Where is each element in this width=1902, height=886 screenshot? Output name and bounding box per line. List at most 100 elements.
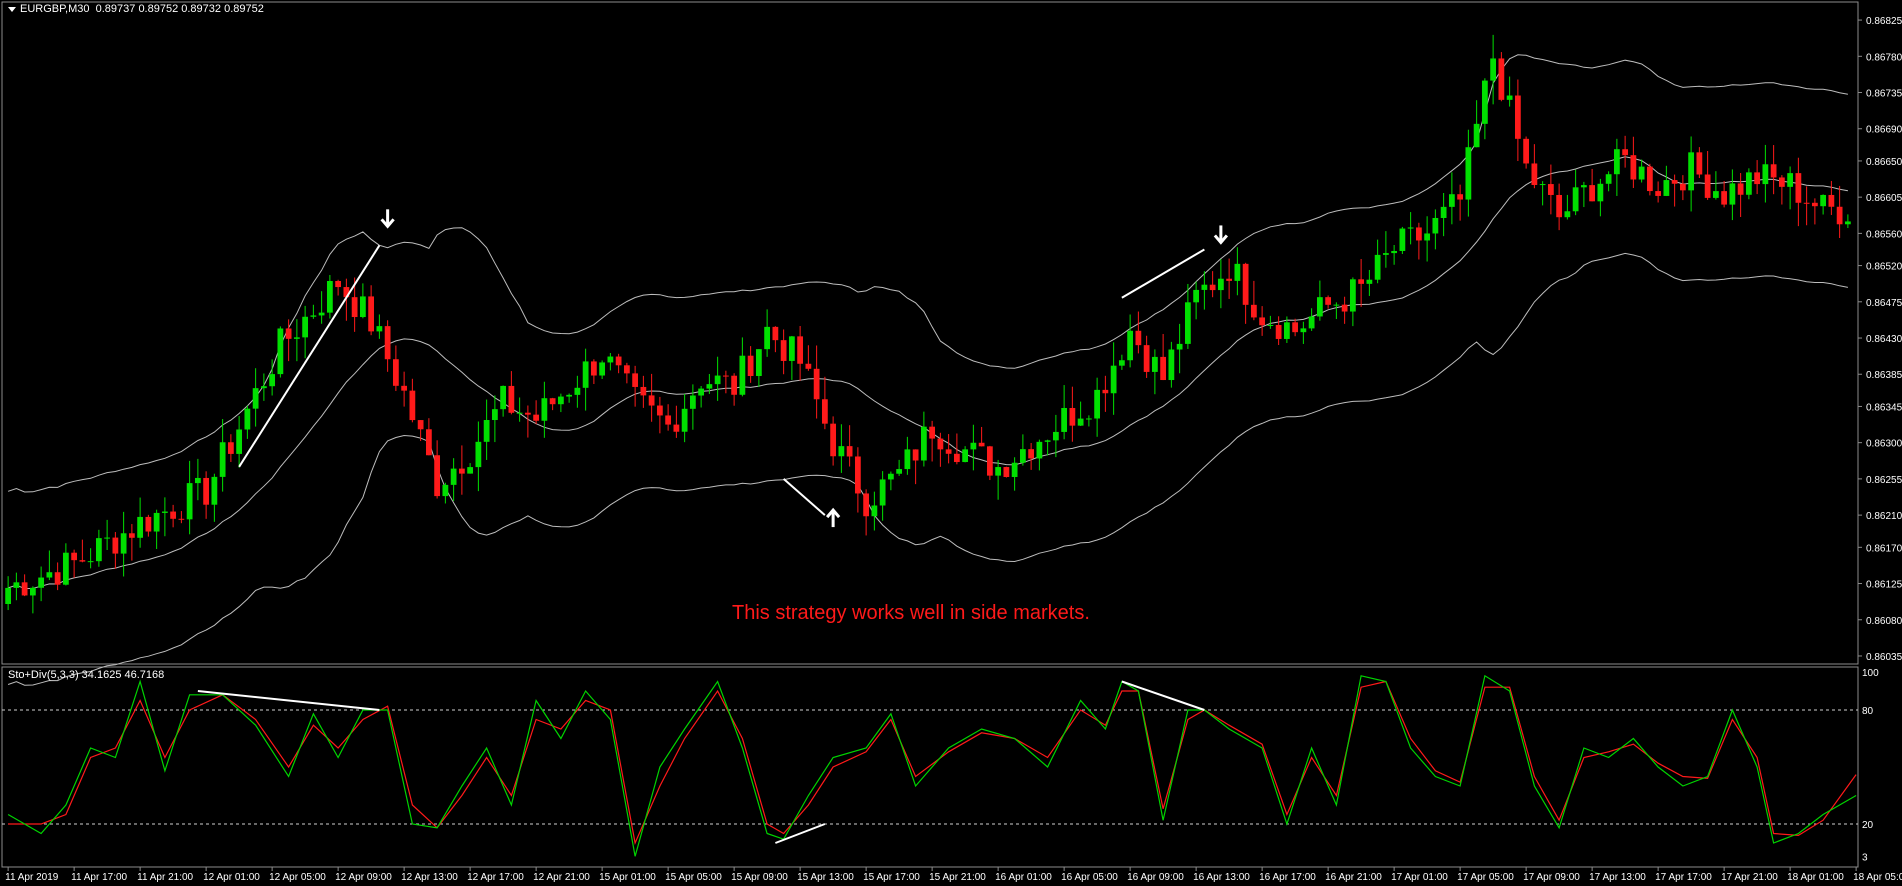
candle-body <box>673 424 680 432</box>
middle-band <box>7 156 1848 590</box>
candle-body <box>1506 95 1513 100</box>
candle-body <box>1316 297 1323 317</box>
candle-body <box>1168 349 1175 381</box>
candle-body <box>978 442 985 447</box>
chart-title[interactable]: EURGBP,M30 0.89737 0.89752 0.89732 0.897… <box>8 3 264 15</box>
candle-body <box>1448 194 1455 207</box>
candle-body <box>970 442 977 450</box>
candle-body <box>21 582 28 596</box>
candle-body <box>194 477 201 484</box>
candle-body <box>607 356 614 363</box>
candle-body <box>953 453 960 463</box>
candle-body <box>1440 206 1447 218</box>
candle-body <box>1234 263 1241 281</box>
candle-body <box>384 326 391 360</box>
candle-body <box>706 384 713 389</box>
candle-body <box>1811 202 1818 207</box>
candle-body <box>1572 187 1579 212</box>
time-tick-label: 12 Apr 21:00 <box>533 872 590 883</box>
candle-body <box>1151 356 1158 372</box>
price-tick-label: 0.86345 <box>1866 402 1902 413</box>
candle-body <box>1110 365 1117 394</box>
candle-body <box>368 296 375 332</box>
candle-body <box>995 467 1002 476</box>
candle-body <box>1663 180 1670 196</box>
candle-body <box>285 328 292 339</box>
candle-body <box>1135 330 1142 346</box>
time-tick-label: 15 Apr 13:00 <box>797 872 854 883</box>
candle-body <box>128 533 135 538</box>
arrow-up-icon <box>825 507 841 528</box>
candle-body <box>896 469 903 474</box>
stochastic-tick-label: 20 <box>1862 820 1874 831</box>
candle-body <box>260 386 267 389</box>
candle-body <box>582 361 589 388</box>
candle-body <box>1250 304 1257 318</box>
candle-body <box>178 518 185 520</box>
stochastic-tick-label: 100 <box>1862 668 1879 679</box>
time-tick-label: 16 Apr 05:00 <box>1061 872 1118 883</box>
chevron-down-icon[interactable] <box>8 6 16 12</box>
candle-body <box>1498 58 1505 100</box>
candle-body <box>252 388 259 409</box>
candle-body <box>780 340 787 361</box>
candle-body <box>665 415 672 425</box>
candle-body <box>269 374 276 387</box>
candle-body <box>797 336 804 364</box>
candle-body <box>1556 194 1563 218</box>
candle-body <box>1407 227 1414 229</box>
candle-body <box>1184 302 1191 344</box>
stochastic-tick-label: 3 <box>1862 852 1868 863</box>
candle-body <box>1118 360 1125 366</box>
candle-body <box>1589 185 1596 202</box>
candle-body <box>1638 166 1645 180</box>
candle-body <box>1349 279 1356 312</box>
candle-body <box>590 361 597 376</box>
candle-body <box>376 326 383 332</box>
candle-body <box>929 426 936 439</box>
candle-body <box>87 561 94 563</box>
time-tick-label: 16 Apr 21:00 <box>1325 872 1382 883</box>
candle-body <box>326 280 333 313</box>
candlesticks <box>5 34 1851 614</box>
candle-body <box>1457 194 1464 200</box>
candle-body <box>1267 324 1274 326</box>
time-tick-label: 15 Apr 21:00 <box>929 872 986 883</box>
stochastic-lines <box>7 674 1857 857</box>
time-tick-label: 17 Apr 21:00 <box>1721 872 1778 883</box>
candle-body <box>458 468 465 474</box>
time-tick-label: 11 Apr 2019 <box>5 872 59 883</box>
candle-body <box>541 398 548 421</box>
candle-body <box>1061 407 1068 432</box>
candle-body <box>1729 183 1736 205</box>
candle-body <box>5 587 12 605</box>
candle-body <box>1333 304 1340 306</box>
time-tick-label: 15 Apr 05:00 <box>665 872 722 883</box>
time-tick-label: 17 Apr 01:00 <box>1391 872 1448 883</box>
time-tick-label: 12 Apr 05:00 <box>269 872 326 883</box>
candle-body <box>772 326 779 341</box>
stochastic-signal-line <box>8 680 1857 846</box>
candle-body <box>1836 206 1843 225</box>
candle-body <box>1597 183 1604 202</box>
candle-body <box>1712 191 1719 198</box>
candle-body <box>1778 177 1785 187</box>
candle-body <box>962 449 969 463</box>
price-tick-label: 0.86605 <box>1866 193 1902 204</box>
candle-body <box>623 365 630 374</box>
candle-body <box>640 386 647 396</box>
candle-body <box>1721 191 1728 205</box>
candle-body <box>830 423 837 457</box>
quote-label: 0.89737 0.89752 0.89732 0.89752 <box>95 3 264 15</box>
time-tick-label: 15 Apr 01:00 <box>599 872 656 883</box>
candle-body <box>1770 164 1777 178</box>
candle-body <box>1481 80 1488 124</box>
candle-body <box>318 312 325 316</box>
price-tick-label: 0.86255 <box>1866 475 1902 486</box>
symbol-label: EURGBP,M30 <box>20 3 90 15</box>
candle-body <box>739 355 746 395</box>
stochastic-divergence-lines <box>197 680 1205 844</box>
stochastic-axis: 100 80 20 3 <box>1862 668 1879 863</box>
candle-body <box>747 355 754 377</box>
